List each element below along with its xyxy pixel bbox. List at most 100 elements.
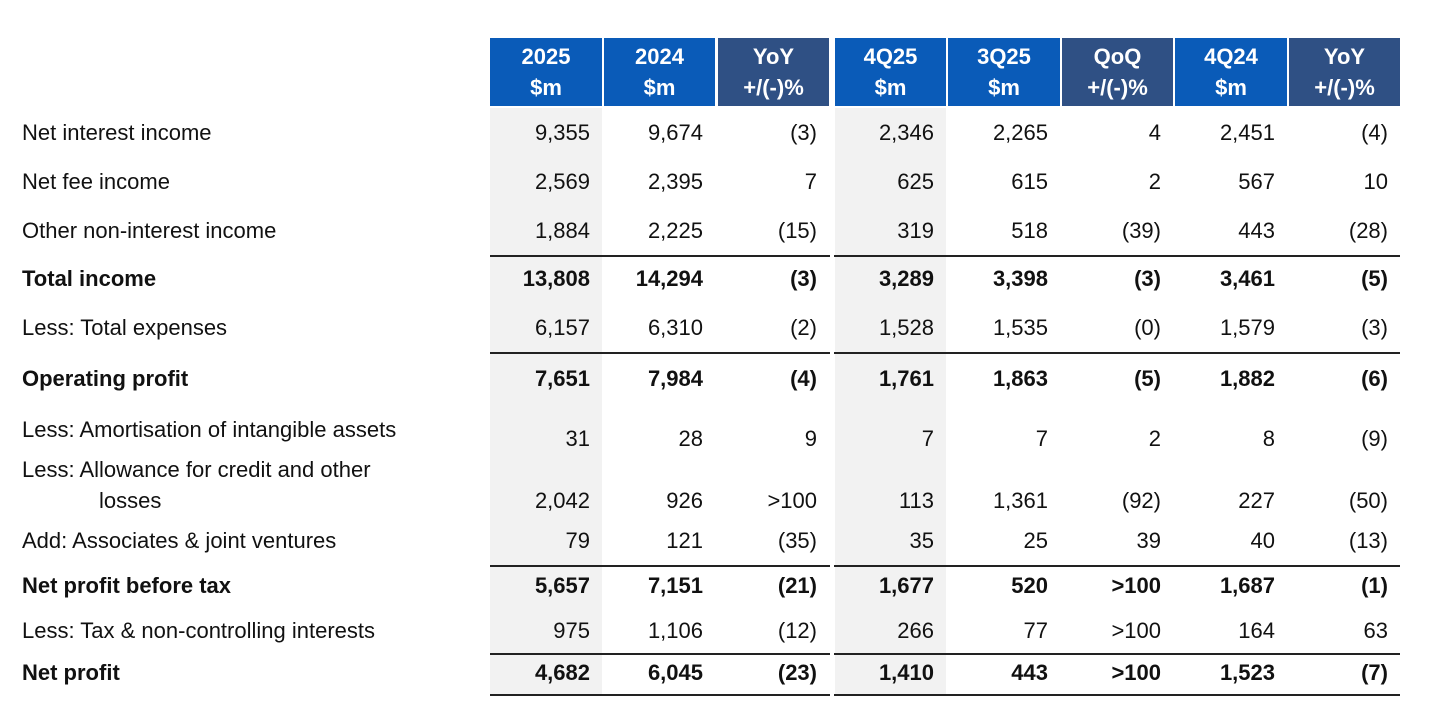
column-header-period: 2024 [635, 44, 684, 69]
column-header-unit: $m [874, 75, 907, 100]
table-cell: 13,808 [522, 266, 590, 291]
table-cell: >100 [1111, 573, 1161, 598]
table-cell: 1,884 [534, 218, 590, 243]
table-cell: 3,289 [878, 266, 934, 291]
table-cell: 1,410 [878, 660, 934, 685]
table-cell: 1,535 [992, 315, 1048, 340]
table-cell: 3,461 [1219, 266, 1275, 291]
column-header: YoY +/(-)% [1289, 38, 1400, 106]
column-header-period: YoY [1323, 44, 1366, 69]
row-label: Net profit [22, 660, 120, 686]
table-cell: (28) [1348, 218, 1388, 243]
table-cell: 1,579 [1219, 315, 1275, 340]
row-label-text: Net fee income [22, 169, 170, 194]
table-cell: (12) [777, 618, 817, 643]
table-cell: 4,682 [534, 660, 590, 685]
row-divider [490, 352, 830, 354]
table-cell: 7 [1035, 426, 1048, 451]
column-header-unit: $m [1215, 75, 1247, 100]
table-cell: (5) [1134, 366, 1161, 391]
row-divider [834, 352, 1400, 354]
table-cell: 10 [1363, 169, 1388, 194]
table-cell: 2,346 [878, 120, 934, 145]
column-header-unit: $m [988, 75, 1020, 100]
row-label: Less: Amortisation of intangible assets [22, 417, 396, 443]
table-cell: (1) [1361, 573, 1388, 598]
table-cell: 2,395 [647, 169, 703, 194]
table-cell: 2 [1148, 426, 1161, 451]
row-label: Total income [22, 266, 156, 292]
table-cell: 1,361 [992, 488, 1048, 513]
table-cell: (3) [1134, 266, 1161, 291]
shaded-column [835, 108, 946, 694]
table-cell: 28 [678, 426, 703, 451]
row-label-text: Less: Total expenses [22, 315, 228, 340]
row-label: Add: Associates & joint ventures [22, 528, 336, 554]
row-label: Net fee income [22, 169, 170, 195]
table-cell: 2,225 [647, 218, 703, 243]
table-cell: (21) [777, 573, 817, 598]
table-cell: 6,045 [647, 660, 703, 685]
column-header-period: YoY [752, 44, 795, 69]
row-label: Less: Allowance for credit and other loss… [22, 457, 371, 514]
row-label-text: Operating profit [22, 366, 189, 391]
table-cell: 31 [565, 426, 590, 451]
table-cell: 227 [1238, 488, 1275, 513]
table-cell: 443 [1238, 218, 1275, 243]
column-header: 3Q25 $m [948, 38, 1060, 106]
table-cell: 2 [1148, 169, 1161, 194]
table-cell: (15) [777, 218, 817, 243]
column-header-period: 4Q25 [863, 44, 918, 69]
table-cell: (2) [790, 315, 817, 340]
table-cell: 926 [666, 488, 703, 513]
table-cell: 9 [804, 426, 817, 451]
table-cell: 164 [1238, 618, 1275, 643]
column-header-period: 3Q25 [977, 44, 1031, 69]
column-header-unit: $m [643, 75, 676, 100]
row-divider [834, 653, 1400, 655]
row-label-text: Net profit before tax [22, 573, 232, 598]
table-cell: (4) [790, 366, 817, 391]
column-header-period: 4Q24 [1204, 44, 1258, 69]
row-label-text: Net interest income [22, 120, 212, 145]
table-cell: 63 [1363, 618, 1388, 643]
table-cell: (39) [1121, 218, 1161, 243]
table-cell: 7 [921, 426, 934, 451]
table-cell: 113 [898, 488, 934, 513]
column-header: QoQ +/(-)% [1062, 38, 1173, 106]
row-divider [490, 653, 830, 655]
table-cell: 1,761 [878, 366, 934, 391]
row-label-text: Total income [22, 266, 157, 291]
table-cell: 319 [897, 218, 934, 243]
table-cell: 1,882 [1219, 366, 1275, 391]
row-label-text: Less: Allowance for credit and other [22, 457, 371, 482]
table-cell: 8 [1262, 426, 1275, 451]
row-label: Net profit before tax [22, 573, 231, 599]
table-cell: 1,677 [878, 573, 934, 598]
table-cell: (50) [1348, 488, 1388, 513]
table-cell: (35) [777, 528, 817, 553]
column-header: 2024 $m [604, 38, 715, 106]
table-cell: 1,863 [992, 366, 1048, 391]
table-cell: (3) [1361, 315, 1388, 340]
table-cell: (23) [777, 660, 817, 685]
column-header: YoY +/(-)% [718, 38, 829, 106]
column-header-period: 2025 [521, 44, 571, 69]
table-cell: >100 [1111, 618, 1161, 643]
table-cell: 1,528 [878, 315, 934, 340]
table-cell: (0) [1134, 315, 1161, 340]
table-cell: (7) [1361, 660, 1388, 685]
row-label: Other non-interest income [22, 218, 276, 244]
table-cell: >100 [767, 488, 817, 513]
column-header-unit: +/(-)% [1314, 75, 1375, 100]
column-header-unit: +/(-)% [1087, 75, 1148, 100]
column-header-period: QoQ [1093, 44, 1142, 69]
column-header-unit: $m [530, 75, 562, 100]
row-label-text: Net profit [22, 660, 120, 685]
row-label-continuation: losses [99, 488, 162, 513]
table-cell: 6,157 [534, 315, 590, 340]
row-label: Net interest income [22, 120, 212, 146]
table-cell: (92) [1121, 488, 1161, 513]
table-cell: 7,151 [647, 573, 703, 598]
table-cell: 7,984 [647, 366, 703, 391]
